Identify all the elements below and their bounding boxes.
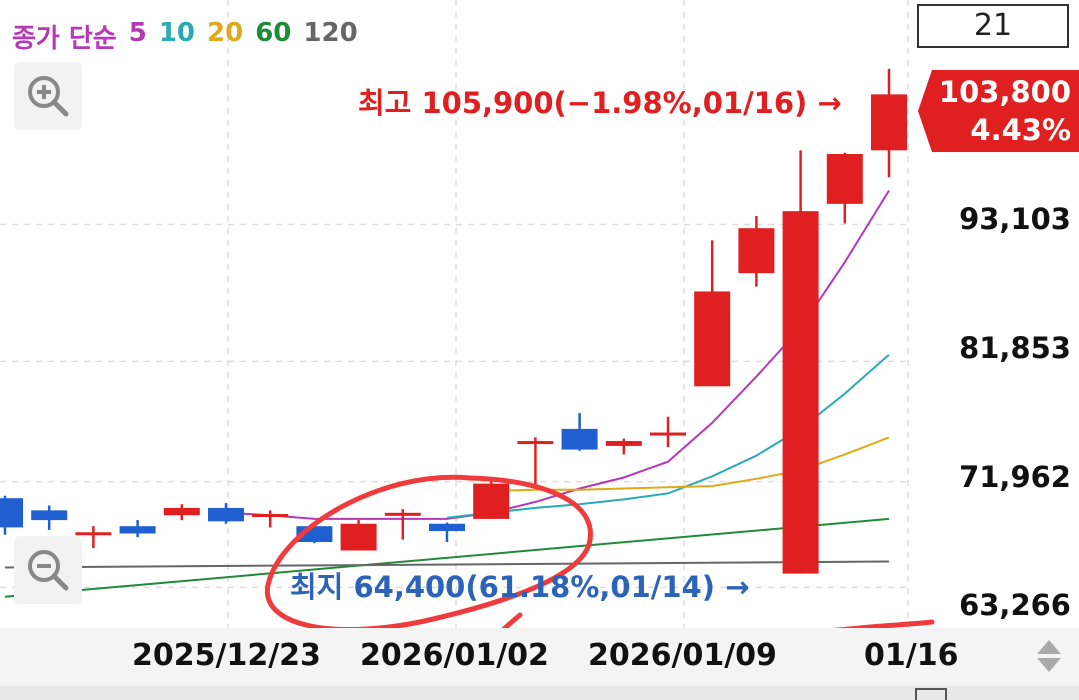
chevron-up-icon bbox=[1037, 640, 1061, 654]
candle-body bbox=[871, 94, 907, 151]
zoom-out-button[interactable] bbox=[14, 536, 82, 604]
ma-legend: 종가 단순 5 10 20 60 120 bbox=[12, 18, 358, 55]
x-axis-bar[interactable] bbox=[0, 628, 1079, 686]
candle-body bbox=[738, 228, 775, 274]
y-tick-label: 63,266 bbox=[959, 588, 1071, 622]
ma-legend-120: 120 bbox=[303, 18, 358, 48]
candle-body bbox=[650, 432, 686, 436]
current-price-tag: 103,800 4.43% bbox=[918, 70, 1079, 152]
candle-body bbox=[605, 441, 642, 446]
low-price-label: 최지 64,400(61.18%,01/14) → bbox=[290, 570, 750, 604]
zoom-in-icon bbox=[28, 76, 69, 117]
candle-body bbox=[208, 507, 244, 522]
candle-body bbox=[0, 498, 23, 528]
candle-body bbox=[252, 514, 289, 518]
ma-legend-60: 60 bbox=[255, 18, 292, 48]
bottom-toolbar bbox=[0, 686, 1079, 700]
current-change: 4.43% bbox=[970, 113, 1071, 147]
menu-icon[interactable] bbox=[915, 688, 947, 700]
candle-body bbox=[384, 512, 421, 516]
x-tick-label: 2026/01/02 bbox=[360, 638, 549, 673]
x-tick-label: 01/16 bbox=[864, 638, 959, 673]
chevron-down-icon bbox=[1037, 658, 1061, 672]
candle-body bbox=[119, 526, 156, 534]
ma-line-120 bbox=[4, 560, 890, 569]
ma-line-20 bbox=[491, 436, 890, 492]
candle-body bbox=[694, 291, 731, 387]
zoom-in-button[interactable] bbox=[14, 62, 82, 130]
x-tick-label: 2025/12/23 bbox=[132, 638, 321, 673]
ma-legend-20: 20 bbox=[207, 18, 244, 48]
candle-body bbox=[75, 532, 112, 536]
current-price: 103,800 bbox=[938, 75, 1071, 109]
scroll-arrows[interactable] bbox=[1034, 634, 1064, 678]
y-tick-label: 81,853 bbox=[959, 331, 1071, 365]
ma-legend-10: 10 bbox=[158, 18, 196, 48]
candle-body bbox=[429, 523, 465, 532]
period-input[interactable]: 21 bbox=[917, 4, 1069, 48]
high-price-label: 최고 105,900(−1.98%,01/16) → bbox=[358, 86, 842, 120]
candle-body bbox=[340, 523, 377, 551]
zoom-out-icon bbox=[28, 550, 69, 591]
candle-body bbox=[561, 428, 598, 450]
y-tick-label: 93,103 bbox=[959, 202, 1071, 236]
candle-body bbox=[826, 153, 863, 204]
candle-body bbox=[163, 507, 200, 516]
candle-body bbox=[517, 441, 554, 445]
y-tick-label: 71,962 bbox=[959, 460, 1071, 494]
candle-body bbox=[473, 483, 510, 519]
ma-legend-label: 종가 단순 bbox=[12, 24, 117, 54]
candle-body bbox=[31, 510, 68, 521]
ma-legend-5: 5 bbox=[128, 18, 147, 48]
candle-body bbox=[782, 211, 819, 574]
ma-line-60 bbox=[4, 517, 890, 598]
x-tick-label: 2026/01/09 bbox=[588, 638, 777, 673]
